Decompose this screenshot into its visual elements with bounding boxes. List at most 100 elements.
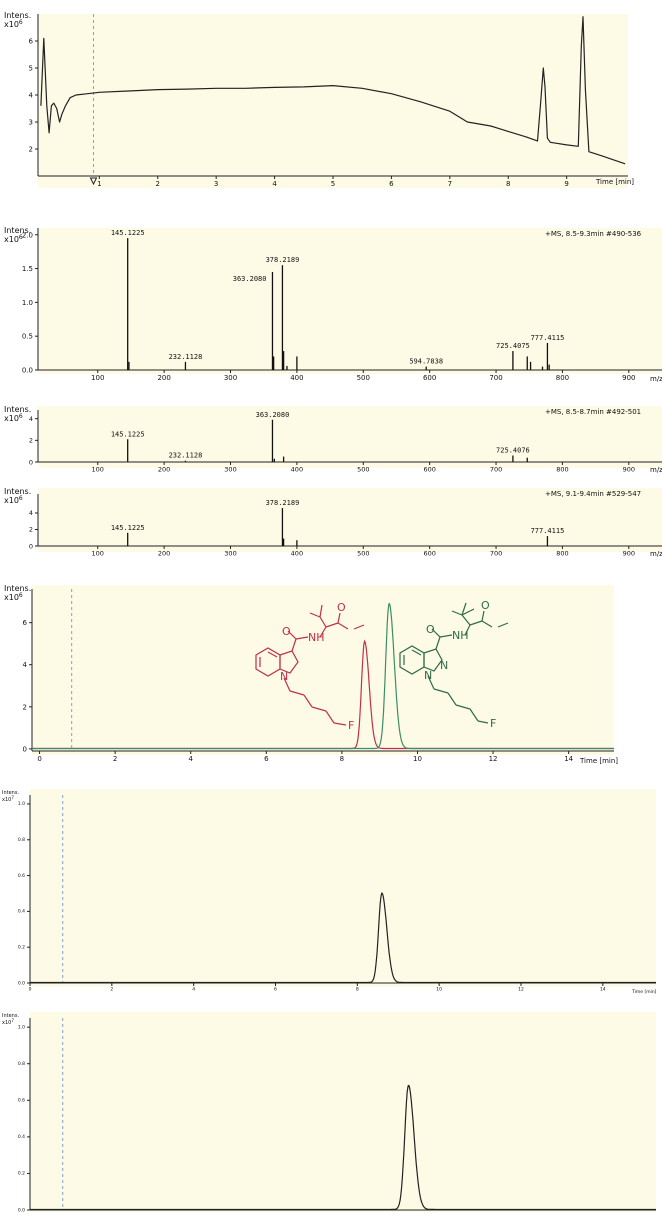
plot-area-2 <box>38 228 662 374</box>
peak-label: 145.1225 <box>111 524 145 532</box>
y-label-3: Intens. <box>4 405 31 414</box>
x-tick-label: 6 <box>264 755 269 763</box>
y-unit-5: x106 <box>4 592 23 602</box>
y-unit-3: x106 <box>4 413 23 423</box>
x-tick-label: 700 <box>490 550 502 558</box>
y-tick-label: 1.0 <box>22 299 33 307</box>
peak-label: 378.2189 <box>266 499 300 507</box>
y-tick-label: 0.0 <box>18 1207 25 1213</box>
x-tick-label: 900 <box>622 374 635 382</box>
x-tick-label: 300 <box>224 374 237 382</box>
x-label-5: Time [min] <box>579 757 618 765</box>
peak-label: 232.1128 <box>169 452 203 460</box>
svg-text:O: O <box>282 625 291 638</box>
svg-text:O: O <box>426 623 435 636</box>
x-label-1: Time [min] <box>595 178 634 186</box>
x-tick-label: 10 <box>436 987 442 993</box>
chart-1: Intens. x106 Time [min] 2 3 4 5 6 1 2 3 4 5 6 7 8 9 <box>4 11 634 188</box>
marker-triangle <box>89 177 98 186</box>
x-tick-label: 8 <box>340 755 344 763</box>
x-tick-label: 12 <box>489 755 498 763</box>
x-label-4: m/z <box>650 550 662 558</box>
y-tick-label: 4 <box>29 415 33 423</box>
peak-label: 777.4115 <box>531 334 565 342</box>
x-label-3: m/z <box>650 466 662 474</box>
peak-label: 232.1128 <box>169 353 203 361</box>
x-tick-label: 4 <box>188 755 193 763</box>
spectrum-title-4: +MS, 9.1-9.4min #529-547 <box>545 490 641 498</box>
x-tick-label: 5 <box>331 180 335 188</box>
y-tick-label: 4 <box>29 509 33 517</box>
y-label-2: Intens. <box>4 226 31 235</box>
x-tick-label: 700 <box>489 374 502 382</box>
x-label-2: m/z <box>650 375 662 383</box>
y-label-5: Intens. <box>4 584 31 593</box>
y-tick-label: 1.0 <box>18 1024 25 1030</box>
y-label-6: Intens. <box>2 790 19 796</box>
y-tick-label: 4 <box>23 661 28 669</box>
y-label-4: Intens. <box>4 487 31 496</box>
x-tick-label: 6 <box>274 987 277 993</box>
y-tick-label: 1.5 <box>22 265 33 273</box>
chromatogram-panel-1: Intens. x106 Time [min] 2 3 4 5 6 1 2 3 4 5 6 7 8 9 <box>0 0 662 190</box>
spectrum-panel-1: Intens. x106 +MS, 8.5-9.3min #490-536 m/… <box>0 224 662 384</box>
plot-area-3 <box>38 406 662 468</box>
y-tick-label: 0.6 <box>18 873 25 879</box>
y-tick-label: 0.8 <box>18 837 25 843</box>
x-tick-label: 12 <box>518 987 524 993</box>
x-tick-label: 900 <box>623 550 635 558</box>
peak-label: 145.1225 <box>111 430 145 438</box>
peak-label: 363.2080 <box>233 275 267 283</box>
svg-text:NH: NH <box>452 629 469 642</box>
svg-text:NH: NH <box>308 631 325 644</box>
x-tick-label: 600 <box>423 550 435 558</box>
x-tick-label: 200 <box>158 466 170 474</box>
peak-label: 725.4076 <box>496 447 530 455</box>
chromatogram-panel-green: Intens. x107 0.0 0.2 0.4 0.6 0.8 1.0 <box>0 1008 662 1217</box>
chart-5: Intens. x106 Time [min] O <box>4 584 618 765</box>
x-tick-label: 800 <box>556 550 568 558</box>
svg-text:O: O <box>481 599 490 612</box>
y-unit-6: x107 <box>2 795 14 803</box>
x-tick-label: 2 <box>156 180 160 188</box>
peak-label: 145.1225 <box>111 229 145 237</box>
y-tick-label: 0.2 <box>18 944 25 950</box>
peak-label: 363.2080 <box>256 411 290 419</box>
plot-area-5 <box>32 585 614 755</box>
plot-area-7 <box>30 1012 656 1212</box>
svg-text:O: O <box>337 601 346 614</box>
x-tick-label: 700 <box>490 466 502 474</box>
x-tick-label: 0 <box>29 987 32 993</box>
y-tick-label: 6 <box>23 619 28 627</box>
x-tick-label: 100 <box>92 466 104 474</box>
chart-7: Intens. x107 0.0 0.2 0.4 0.6 0.8 1.0 <box>2 1012 656 1213</box>
x-tick-label: 10 <box>413 755 422 763</box>
x-tick-label: 14 <box>564 755 573 763</box>
x-tick-label: 600 <box>423 466 435 474</box>
x-tick-label: 800 <box>556 466 568 474</box>
y-tick-label: 0.2 <box>18 1171 25 1177</box>
y-tick-label: 3 <box>29 119 33 127</box>
x-tick-label: 6 <box>389 180 394 188</box>
spectrum-panel-3: Intens. x106 +MS, 9.1-9.4min #529-547 m/… <box>0 486 662 558</box>
x-tick-label: 500 <box>357 466 369 474</box>
plot-area-1 <box>38 14 628 188</box>
eic-trace <box>30 1084 656 1211</box>
y-tick-label: 0.0 <box>18 980 25 986</box>
peak-label: 777.4115 <box>531 527 565 535</box>
y-tick-label: 0.8 <box>18 1061 25 1067</box>
chart-6: Intens. x107 Time [min] 0.0 0.2 0.4 0.6 0.8 1… <box>2 789 657 995</box>
plot-area-6 <box>30 789 656 987</box>
y-tick-label: 2 <box>29 526 33 534</box>
x-tick-label: 8 <box>506 180 510 188</box>
x-tick-label: 300 <box>224 550 236 558</box>
y-tick-label: 1.0 <box>18 801 25 807</box>
x-tick-label: 600 <box>423 374 436 382</box>
svg-text:F: F <box>490 717 496 730</box>
eic-trace <box>30 892 656 984</box>
x-tick-label: 0 <box>37 755 41 763</box>
x-tick-label: 500 <box>357 550 369 558</box>
x-tick-label: 4 <box>272 180 277 188</box>
x-tick-label: 400 <box>291 466 303 474</box>
y-tick-label: 0.4 <box>18 1134 25 1140</box>
